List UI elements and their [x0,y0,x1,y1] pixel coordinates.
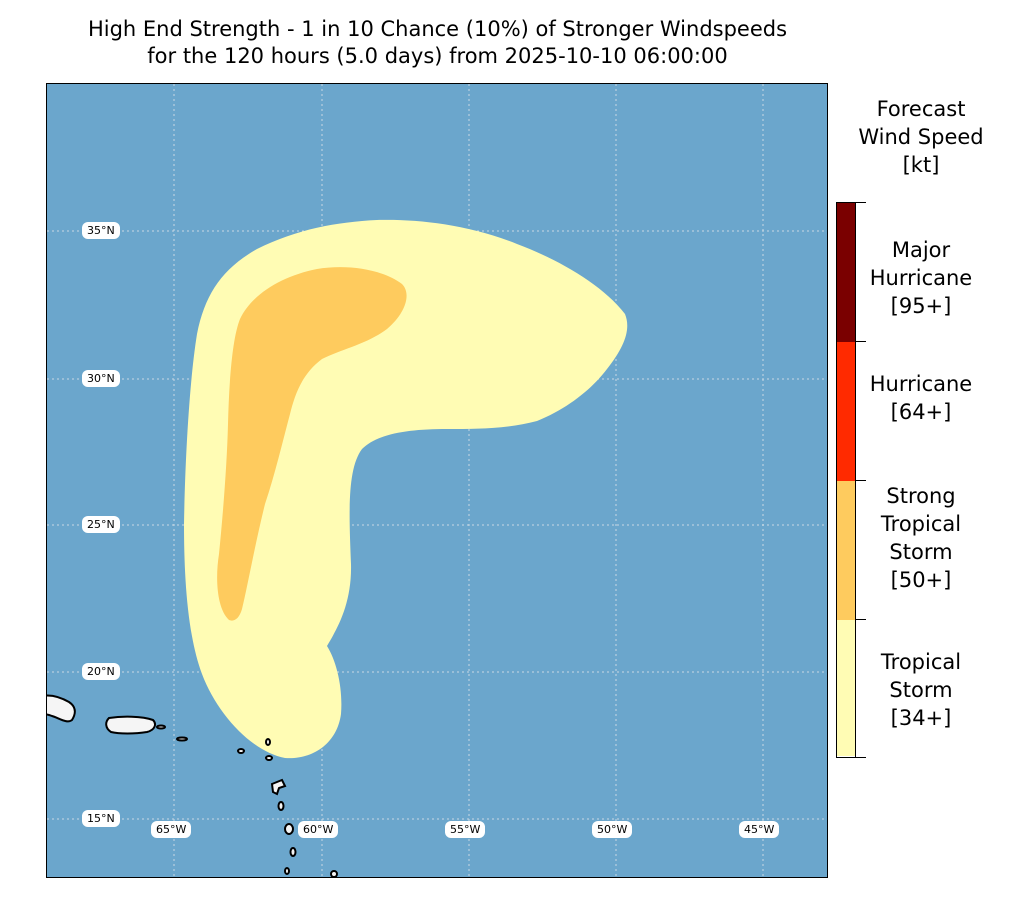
legend-label-strong-tropical-storm: Strong Tropical Storm [50+] [860,482,982,594]
island [265,755,273,761]
legend-label-hurricane: Hurricane [64+] [860,370,982,426]
label-line: Tropical [880,650,962,674]
label-line: Storm [889,678,953,702]
label-line: [95+] [890,294,952,318]
legend-label-tropical-storm: Tropical Storm [34+] [860,648,982,732]
colorbar-hurricane [837,342,855,481]
label-line: Storm [889,540,953,564]
lat-label-15n: 15°N [82,810,120,827]
legend-title-line-1: Forecast [876,97,966,121]
label-line: Tropical [880,512,962,536]
lon-label-65w: 65°W [151,821,192,838]
colorbar-tick [856,480,866,481]
lat-label-30n: 30°N [82,370,120,387]
map-panel[interactable]: 35°N 30°N 25°N 20°N 15°N 65°W 60°W 55°W … [46,83,828,878]
label-line: Hurricane [869,266,973,290]
lat-label-20n: 20°N [82,663,120,680]
label-line: Strong [886,484,956,508]
colorbar-tick [856,202,866,203]
lesser-antilles [156,724,338,877]
label-line: Hurricane [869,372,973,396]
island [176,736,188,742]
legend-title-line-2: Wind Speed [858,125,984,149]
island [265,738,271,746]
lon-label-55w: 55°W [445,821,486,838]
hispaniola-landmass [47,694,76,723]
label-line: [50+] [890,568,952,592]
strong-tropical-storm-swath [217,267,407,621]
graticule [47,84,827,877]
island [330,870,338,877]
legend-label-major-hurricane: Major Hurricane [95+] [860,236,982,320]
island [277,801,285,811]
lon-label-60w: 60°W [298,821,339,838]
island [156,724,166,730]
label-line: [34+] [890,706,952,730]
title-line-2: for the 120 hours (5.0 days) from 2025-1… [147,44,728,68]
puerto-rico-landmass [105,715,156,735]
lat-label-35n: 35°N [82,222,120,239]
colorbar-strong-tropical-storm [837,481,855,620]
lat-label-25n: 25°N [82,516,120,533]
lon-label-45w: 45°W [739,821,780,838]
colorbar [836,202,856,758]
label-line: [64+] [890,400,952,424]
island [289,847,297,857]
map-canvas [47,84,827,877]
legend-title-line-3: [kt] [902,153,940,177]
colorbar-tick [856,757,866,758]
colorbar-tick [856,619,866,620]
title-line-1: High End Strength - 1 in 10 Chance (10%)… [87,17,788,41]
legend-title: Forecast Wind Speed [kt] [838,95,1004,179]
lon-label-50w: 50°W [592,821,633,838]
island [284,867,290,875]
colorbar-major-hurricane [837,203,855,342]
island [284,823,294,835]
colorbar-tick [856,341,866,342]
chart-title: High End Strength - 1 in 10 Chance (10%)… [0,16,875,70]
colorbar-tropical-storm [837,620,855,756]
island [270,778,287,796]
label-line: Major [891,238,951,262]
island [237,748,245,754]
